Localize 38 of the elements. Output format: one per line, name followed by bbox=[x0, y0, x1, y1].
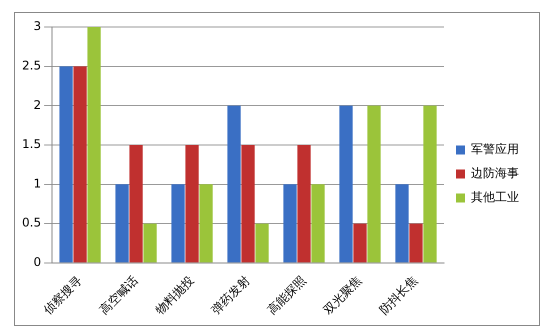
bar bbox=[73, 66, 87, 262]
bar bbox=[311, 184, 325, 262]
bar bbox=[129, 144, 143, 262]
legend-label: 军警应用 bbox=[471, 142, 519, 156]
bar bbox=[367, 106, 381, 262]
bar bbox=[227, 106, 241, 262]
bar bbox=[423, 106, 437, 262]
x-tick-label: 双光聚焦 bbox=[320, 273, 364, 318]
bar bbox=[143, 224, 157, 262]
bar bbox=[115, 184, 129, 262]
bar bbox=[241, 144, 255, 262]
y-tick-label: 1 bbox=[33, 176, 42, 190]
y-tick-label: 2 bbox=[33, 98, 42, 112]
x-tick-label: 高空喊话 bbox=[96, 273, 140, 318]
bar bbox=[353, 224, 367, 262]
x-tick-label: 弹药发射 bbox=[208, 273, 252, 318]
y-tick-label: 0.5 bbox=[22, 216, 42, 230]
y-tick-label: 1.5 bbox=[22, 137, 42, 152]
bar bbox=[409, 224, 423, 262]
y-tick-label: 0 bbox=[33, 255, 42, 269]
legend-label: 其他工业 bbox=[471, 190, 519, 204]
bar bbox=[171, 184, 185, 262]
x-tick-label: 高能探照 bbox=[264, 273, 308, 318]
x-tick-label: 防抖长焦 bbox=[376, 273, 420, 318]
legend-label: 边防海事 bbox=[471, 166, 519, 180]
x-tick-label: 侦察搜寻 bbox=[40, 273, 84, 318]
bar bbox=[199, 184, 213, 262]
bar bbox=[395, 184, 409, 262]
bar bbox=[297, 144, 311, 262]
y-tick-label: 2.5 bbox=[22, 58, 42, 72]
bar bbox=[59, 66, 73, 262]
bar bbox=[185, 144, 199, 262]
bar bbox=[87, 27, 101, 262]
y-tick-label: 3 bbox=[33, 19, 42, 34]
bar bbox=[339, 106, 353, 262]
bar bbox=[283, 184, 297, 262]
bar bbox=[255, 224, 269, 262]
x-tick-label: 物料抛投 bbox=[152, 273, 196, 318]
